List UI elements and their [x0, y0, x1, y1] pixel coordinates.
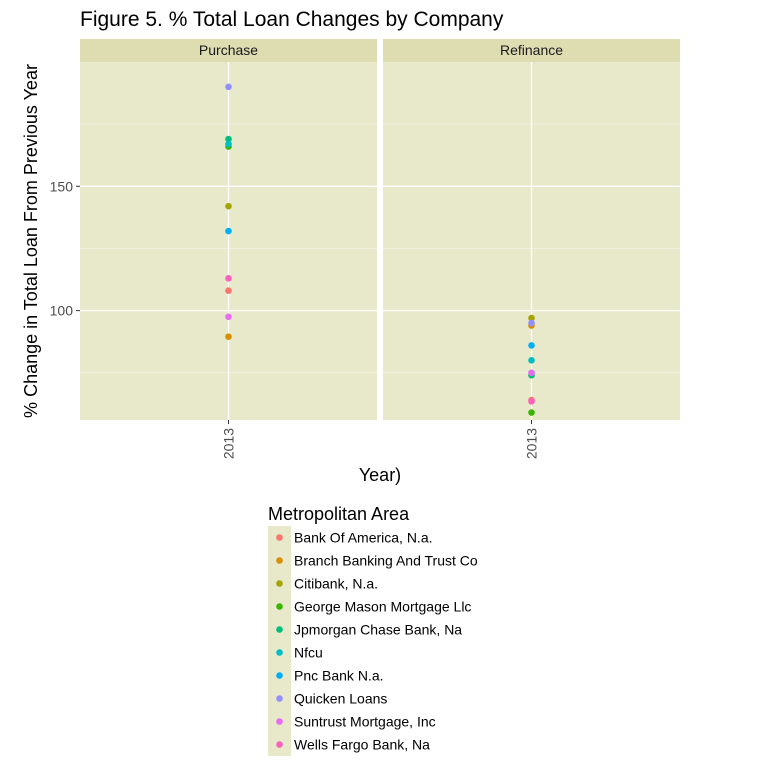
data-point-quicken-loans	[528, 319, 535, 327]
legend-title: Metropolitan Area	[268, 504, 410, 524]
y-tick-label: 150	[50, 178, 74, 194]
chart-title: Figure 5. % Total Loan Changes by Compan…	[80, 8, 504, 31]
legend-marker	[276, 718, 283, 725]
legend-label: Wells Fargo Bank, Na	[294, 737, 430, 753]
legend-item: Nfcu	[268, 641, 323, 664]
facet-strip	[80, 39, 377, 62]
legend-marker	[276, 626, 283, 633]
legend-item: George Mason Mortgage Llc	[268, 595, 471, 618]
data-point-suntrust-mortgage-inc	[528, 369, 535, 377]
data-point-wells-fargo-bank-na	[528, 398, 535, 405]
legend: Bank Of America, N.a. Branch Banking And …	[268, 526, 478, 756]
y-axis-title: % Change in Total Loan From Previous Yea…	[21, 64, 41, 418]
legend-label: Citibank, N.a.	[294, 576, 378, 592]
data-point-pnc-bank-n-a	[225, 227, 232, 235]
legend-item: Quicken Loans	[268, 687, 387, 710]
legend-marker	[276, 557, 283, 564]
data-point-george-mason-mortgage-llc	[528, 409, 535, 416]
legend-marker	[276, 580, 283, 587]
legend-label: Nfcu	[294, 645, 323, 661]
legend-marker	[276, 741, 283, 748]
legend-marker	[276, 649, 283, 656]
legend-label: George Mason Mortgage Llc	[294, 599, 471, 615]
legend-item: Branch Banking And Trust Co	[268, 549, 478, 572]
data-point-jpmorgan-chase-bank-na	[225, 135, 232, 143]
legend-label: Suntrust Mortgage, Inc	[294, 714, 436, 730]
data-point-nfcu	[528, 357, 535, 364]
legend-item: Wells Fargo Bank, Na	[268, 733, 430, 756]
facet-strip	[383, 39, 680, 62]
x-axis-title: Year)	[359, 465, 401, 485]
legend-label: Quicken Loans	[294, 691, 387, 707]
legend-item: Pnc Bank N.a.	[268, 664, 384, 687]
data-point-pnc-bank-n-a	[528, 342, 535, 349]
data-point-wells-fargo-bank-na	[225, 274, 232, 282]
facet-refinance: Refinance 2013	[383, 39, 680, 459]
facet-strip-label: Purchase	[199, 42, 258, 58]
facet-purchase: Purchase 2013 100 150	[50, 39, 377, 459]
data-point-branch-banking-and-trust-co	[225, 333, 232, 341]
legend-label: Jpmorgan Chase Bank, Na	[294, 622, 462, 638]
data-point-citibank-n-a	[528, 314, 535, 322]
legend-label: Bank Of America, N.a.	[294, 530, 433, 546]
legend-item: Citibank, N.a.	[268, 572, 378, 595]
data-point-bank-of-america-n-a	[225, 287, 232, 295]
legend-marker	[276, 534, 283, 541]
y-tick-label: 100	[50, 303, 74, 319]
data-point-nfcu	[225, 140, 232, 148]
data-point-quicken-loans	[225, 83, 232, 91]
legend-item: Suntrust Mortgage, Inc	[268, 710, 436, 733]
legend-marker	[276, 603, 283, 610]
legend-label: Branch Banking And Trust Co	[294, 553, 478, 569]
legend-marker	[276, 672, 283, 679]
legend-item: Jpmorgan Chase Bank, Na	[268, 618, 462, 641]
legend-marker	[276, 695, 283, 702]
facet-strip-label: Refinance	[500, 42, 563, 58]
data-point-citibank-n-a	[225, 202, 232, 210]
legend-label: Pnc Bank N.a.	[294, 668, 384, 684]
data-point-suntrust-mortgage-inc	[225, 313, 232, 321]
facet-panels: Purchase 2013 100 150 Refinance 2013	[50, 39, 680, 459]
x-tick-label: 2013	[524, 428, 540, 459]
x-tick-label: 2013	[221, 428, 237, 459]
legend-item: Bank Of America, N.a.	[268, 526, 433, 549]
